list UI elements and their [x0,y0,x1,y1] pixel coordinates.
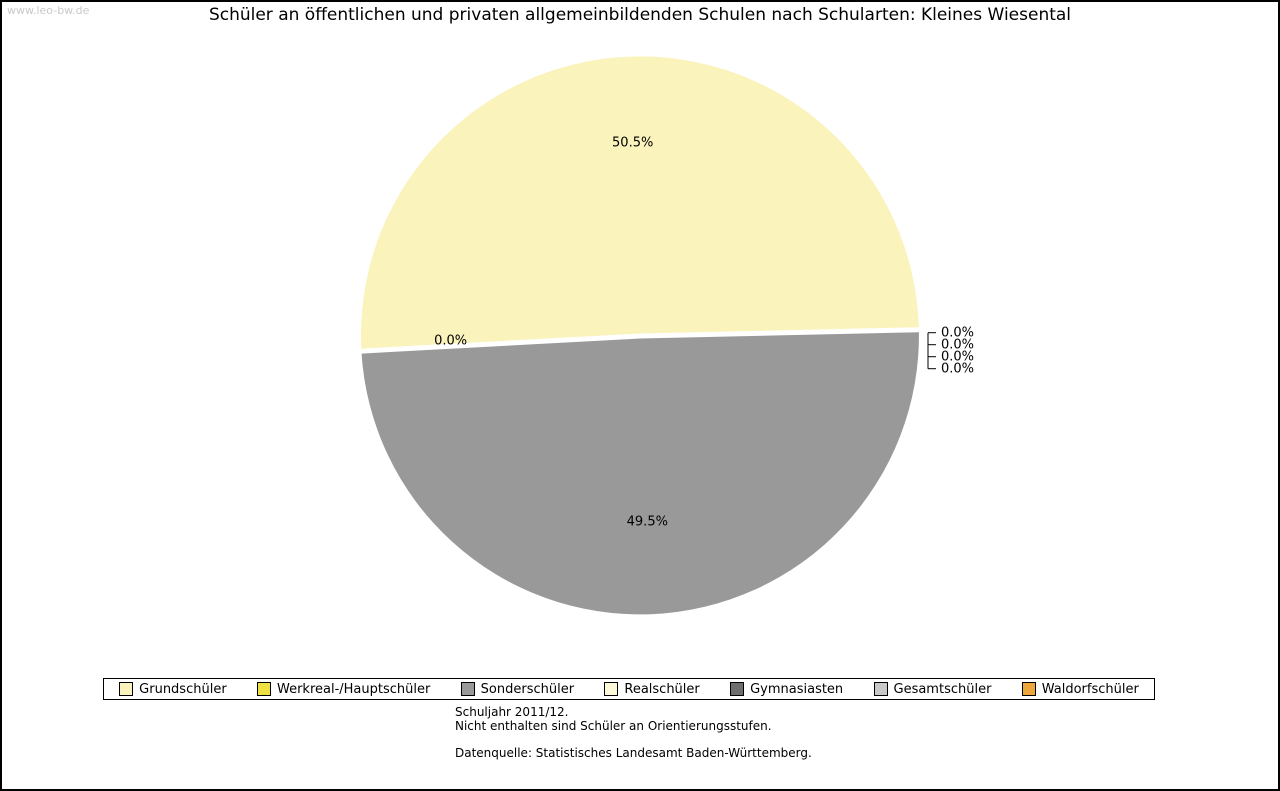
legend-label: Realschüler [624,681,700,697]
legend-label: Waldorfschüler [1041,681,1139,697]
legend-label: Werkreal-/Hauptschüler [276,681,431,697]
legend-swatch [119,682,134,696]
legend-item-4: Gymnasiasten [730,682,843,697]
legend-label: Sonderschüler [480,681,575,697]
chart-title: Schüler an öffentlichen und privaten all… [208,5,1072,25]
pie-label-5: 0.0% [941,350,974,365]
footnote-line: Schuljahr 2011/12. [455,705,569,719]
legend: Grundschüler Werkreal-/Hauptschüler Sonder… [103,678,1155,700]
data-source: Datenquelle: Statistisches Landesamt Bad… [455,746,812,760]
footnotes: Schuljahr 2011/12. Nicht enthalten sind … [455,705,812,760]
watermark: www.leo-bw.de [7,4,90,17]
pie-slice-2 [361,329,919,615]
pie-label-3: 0.0% [941,326,974,341]
legend-item-2: Sonderschüler [460,681,575,697]
legend-item-0: Grundschüler [119,682,227,697]
pie-label-2: 49.5% [627,515,668,530]
legend-item-1: Werkreal-/Hauptschüler [256,681,431,697]
legend-swatch [604,682,619,696]
pie-label-0: 50.5% [612,135,653,150]
legend-swatch [730,682,745,696]
pie-label-1: 0.0% [434,333,467,348]
legend-label: Gesamtschüler [893,681,992,697]
legend-swatch [873,682,888,696]
footnote-line: Nicht enthalten sind Schüler an Orientie… [455,719,772,733]
slice-separator [361,333,641,354]
legend-label: Gymnasiasten [750,681,844,697]
pie-label-6: 0.0% [941,362,974,377]
legend-swatch [460,682,475,696]
legend-label: Grundschüler [139,681,227,697]
slice-separator [639,327,919,339]
legend-swatch [256,682,271,696]
legend-item-5: Gesamtschüler [873,681,992,697]
legend-item-6: Waldorfschüler [1021,681,1139,697]
legend-item-3: Realschüler [604,681,700,697]
legend-swatch [1021,682,1036,696]
pie-slice-0 [360,56,919,352]
pie-label-4: 0.0% [941,338,974,353]
